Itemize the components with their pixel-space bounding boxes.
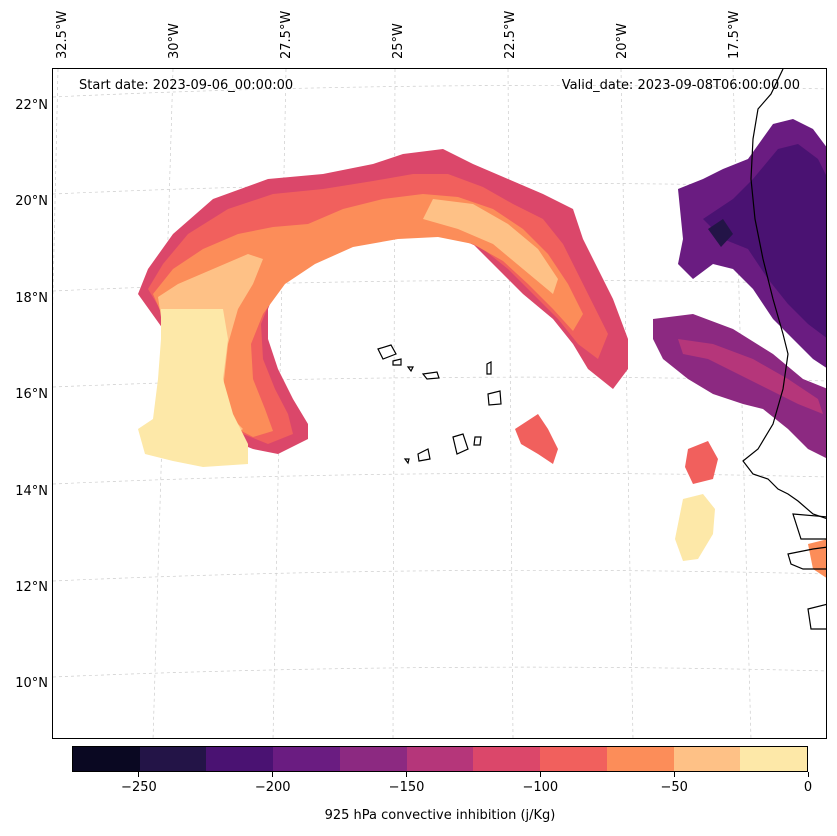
colorbar-segment (473, 747, 541, 771)
lon-label: 30°W (167, 23, 182, 59)
lon-label: 25°W (391, 23, 406, 59)
map-frame (52, 68, 827, 739)
lat-label: 18°N (15, 291, 48, 306)
lat-label: 10°N (15, 676, 48, 691)
valid-date-label: Valid_date: 2023-09-08T06:00:00.00 (561, 78, 800, 93)
lat-label: 16°N (15, 387, 48, 402)
colorbar-tick (138, 772, 140, 777)
colorbar-tick-label: −100 (522, 780, 559, 795)
colorbar-segment (606, 747, 674, 771)
colorbar-tick-label: −250 (121, 780, 157, 795)
lon-label: 27.5°W (279, 10, 294, 59)
colorbar-segment (406, 747, 474, 771)
colorbar (72, 746, 808, 772)
cin-region-arc-light2 (423, 199, 558, 294)
colorbar-tick-label: −50 (660, 780, 688, 795)
lat-label: 14°N (15, 484, 48, 499)
colorbar-tick (673, 772, 675, 777)
cin-region-east-core (708, 219, 733, 247)
cin-region-south-fragment (515, 414, 558, 464)
lon-label: 22.5°W (503, 10, 518, 59)
cin-field (138, 119, 826, 578)
lon-label: 32.5°W (55, 10, 70, 59)
cin-region-east-inner (703, 144, 826, 338)
start-date-label: Start date: 2023-09-06_00:00:00 (79, 78, 294, 93)
map-canvas (53, 69, 826, 738)
lat-label: 22°N (15, 98, 48, 113)
colorbar-tick-label: −150 (388, 780, 425, 795)
colorbar-segment (673, 747, 741, 771)
cin-region-coast-plateau (675, 494, 715, 561)
lat-label: 20°N (15, 194, 48, 209)
colorbar-tick (272, 772, 274, 777)
colorbar-tick-label: 0 (803, 780, 813, 795)
lat-label: 12°N (15, 580, 48, 595)
cin-region-coast-south (685, 441, 718, 484)
colorbar-tick-label: −200 (254, 780, 291, 795)
colorbar-segment (139, 747, 207, 771)
cin-region-coast-edge (808, 539, 826, 578)
lon-label: 20°W (615, 23, 630, 59)
colorbar-segment (73, 747, 140, 771)
colorbar-label: 925 hPa convective inhibition (j/Kg) (324, 808, 556, 823)
colorbar-segment (740, 747, 808, 771)
colorbar-tick (807, 772, 809, 777)
colorbar-tick (406, 772, 408, 777)
coastlines (742, 69, 826, 630)
colorbar-tick (539, 772, 541, 777)
colorbar-segment (339, 747, 407, 771)
colorbar-segment (273, 747, 340, 771)
lon-label: 17.5°W (727, 10, 742, 59)
colorbar-segment (540, 747, 607, 771)
cin-region-west-plateau (138, 309, 248, 467)
colorbar-segment (206, 747, 274, 771)
cin-region-east-band-inner (678, 339, 823, 414)
cape-verde-islands (377, 344, 502, 465)
cin-region-arc-inner (153, 194, 583, 437)
